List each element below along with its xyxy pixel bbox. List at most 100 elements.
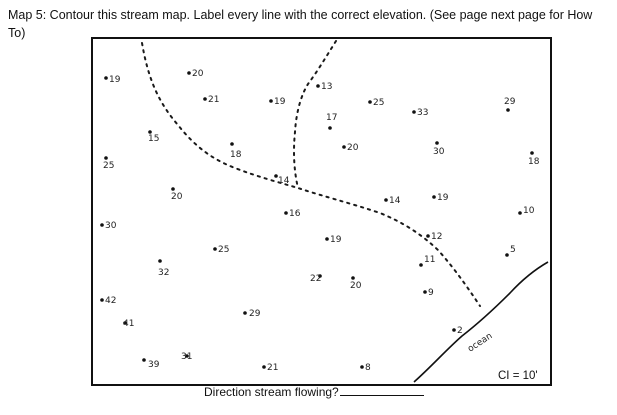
elevation-label: 8 <box>365 363 371 373</box>
elevation-label: 18 <box>528 157 540 167</box>
elevation-label: 25 <box>103 161 114 171</box>
elevation-dot <box>505 253 509 257</box>
elevation-point: 33 <box>412 108 428 118</box>
elevation-dot <box>104 156 108 160</box>
elevation-label: 19 <box>274 97 286 107</box>
elevation-point: 25 <box>368 98 384 108</box>
elevation-point: 17 <box>326 113 337 130</box>
elevation-point: 19 <box>432 193 449 203</box>
elevation-dot <box>148 130 152 134</box>
elevation-point: 31 <box>181 352 192 362</box>
elevation-label: 5 <box>510 245 516 255</box>
elevation-dot <box>203 97 207 101</box>
elevation-label: 15 <box>148 134 159 144</box>
elevation-point: 9 <box>423 288 434 298</box>
elevation-point: 8 <box>360 363 371 373</box>
elevation-point: 5 <box>505 245 516 257</box>
elevation-label: 19 <box>330 235 342 245</box>
elevation-point: 20 <box>171 187 183 202</box>
elevation-label: 21 <box>267 363 278 373</box>
elevation-point: 32 <box>158 259 169 278</box>
coastline <box>413 261 549 383</box>
elevation-dot <box>318 274 322 278</box>
elevation-label: 20 <box>192 69 204 79</box>
elevation-dot <box>100 298 104 302</box>
elevation-point: 39 <box>142 358 160 370</box>
elevation-point: 12 <box>426 232 442 242</box>
elevation-label: 10 <box>523 206 535 216</box>
elevation-label: 18 <box>230 150 242 160</box>
elevation-dot <box>316 84 320 88</box>
elevation-label: 16 <box>289 209 301 219</box>
elevation-point: 29 <box>243 309 261 319</box>
answer-blank[interactable] <box>339 385 424 396</box>
elevation-label: 42 <box>105 296 116 306</box>
elevation-dot <box>325 237 329 241</box>
elevation-point: 30 <box>100 221 117 231</box>
elevation-label: 29 <box>504 97 516 107</box>
elevation-dot <box>368 100 372 104</box>
elevation-point: 19 <box>269 97 286 107</box>
elevation-label: 22 <box>310 274 321 284</box>
elevation-label: 39 <box>148 360 160 370</box>
elevation-dot <box>435 141 439 145</box>
elevation-dot <box>100 223 104 227</box>
elevation-label: 25 <box>218 245 229 255</box>
elevation-dot <box>171 187 175 191</box>
tributary-stream-line <box>293 40 337 189</box>
elevation-label: 13 <box>321 82 332 92</box>
question-text: Direction stream flowing? <box>204 385 339 399</box>
elevation-dot <box>506 108 510 112</box>
elevation-point: 42 <box>100 296 116 306</box>
elevation-point: 14 <box>274 174 290 186</box>
elevation-point: 16 <box>284 209 301 219</box>
elevation-point: 2 <box>452 326 463 336</box>
elevation-label: 20 <box>171 192 183 202</box>
elevation-dot <box>142 358 146 362</box>
elevation-dot <box>351 276 355 280</box>
elevation-label: 19 <box>437 193 449 203</box>
stream-direction-question: Direction stream flowing? <box>204 385 424 399</box>
elevation-label: 14 <box>389 196 401 206</box>
elevation-label: 29 <box>249 309 261 319</box>
elevation-dot <box>274 174 278 178</box>
elevation-dot <box>452 328 456 332</box>
elevation-dot <box>187 71 191 75</box>
elevation-point: 15 <box>148 130 159 144</box>
elevation-point: 30 <box>433 141 445 157</box>
elevation-dot <box>419 263 423 267</box>
elevation-label: 14 <box>278 176 290 186</box>
instructions-text: Map 5: Contour this stream map. Label ev… <box>8 8 593 40</box>
elevation-dot <box>342 145 346 149</box>
elevation-label: 33 <box>417 108 428 118</box>
elevation-point: 22 <box>310 274 322 284</box>
elevation-label: 41 <box>123 319 134 329</box>
elevation-dot <box>426 234 430 238</box>
elevation-label: 30 <box>105 221 117 231</box>
elevation-dot <box>243 311 247 315</box>
elevation-dot <box>360 365 364 369</box>
elevation-label: 21 <box>208 95 219 105</box>
elevation-dot <box>518 211 522 215</box>
elevation-dot <box>104 76 108 80</box>
elevation-point: 13 <box>316 82 332 92</box>
map-border <box>91 37 552 386</box>
elevation-dot <box>158 259 162 263</box>
elevation-dot <box>262 365 266 369</box>
main-stream-line <box>141 42 481 307</box>
elevation-label: 31 <box>181 352 192 362</box>
elevation-dot <box>230 142 234 146</box>
elevation-label: 20 <box>350 281 362 291</box>
elevation-point: 25 <box>103 156 114 171</box>
elevation-dot <box>384 198 388 202</box>
elevation-point: 10 <box>518 206 535 216</box>
elevation-label: 25 <box>373 98 384 108</box>
elevation-point: 19 <box>325 235 342 245</box>
elevation-dot <box>423 290 427 294</box>
elevation-point: 18 <box>528 151 540 167</box>
elevation-dot <box>432 195 436 199</box>
elevation-dot <box>412 110 416 114</box>
